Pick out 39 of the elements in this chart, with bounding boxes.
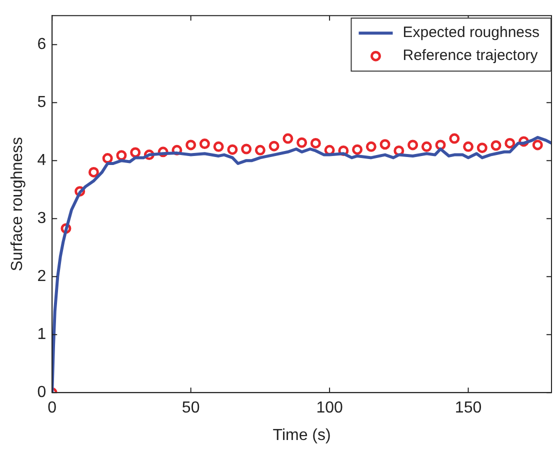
point <box>130 147 141 158</box>
point <box>366 141 376 152</box>
point <box>310 138 321 148</box>
y-tick-label: 2 <box>37 268 46 286</box>
y-tick-label: 4 <box>37 152 46 170</box>
y-tick-label: 6 <box>37 36 46 54</box>
point <box>449 133 460 144</box>
x-tick-label: 50 <box>182 400 200 417</box>
point <box>186 140 196 150</box>
point <box>213 141 224 152</box>
point <box>116 150 127 161</box>
point <box>476 142 488 154</box>
point <box>490 140 502 151</box>
point <box>504 138 516 148</box>
point <box>408 140 418 150</box>
point <box>227 144 238 155</box>
point <box>463 141 474 152</box>
point <box>268 140 280 152</box>
y-tick-label: 1 <box>37 326 46 344</box>
x-axis-title: Time (s) <box>272 426 331 444</box>
point <box>282 133 294 144</box>
y-tick-label: 5 <box>37 94 46 112</box>
x-tick-label: 150 <box>454 400 482 417</box>
point <box>380 139 390 150</box>
y-axis-title: Surface roughness <box>9 136 26 272</box>
point <box>199 138 210 150</box>
point <box>421 141 432 152</box>
y-tick-label: 0 <box>37 384 46 402</box>
point <box>352 144 363 155</box>
point <box>254 144 266 156</box>
point <box>532 140 543 150</box>
x-tick-label: 100 <box>316 400 343 417</box>
legend-label: Reference trajectory <box>402 47 538 64</box>
point <box>102 153 113 164</box>
y-tick-label: 3 <box>37 210 46 228</box>
point <box>241 144 252 154</box>
legend-label: Expected roughness <box>402 24 540 42</box>
point <box>296 137 308 148</box>
point <box>88 166 99 178</box>
